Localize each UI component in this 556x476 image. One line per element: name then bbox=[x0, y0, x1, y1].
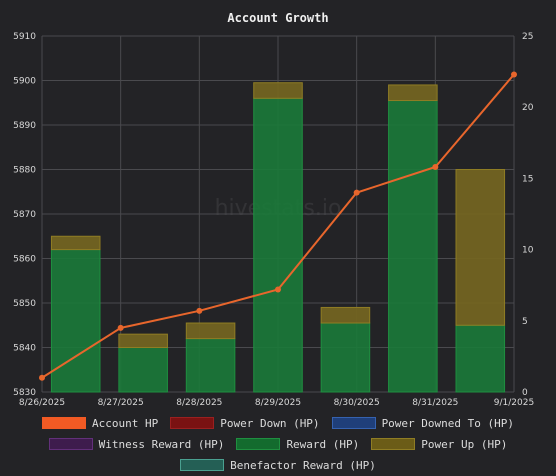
account-hp-point bbox=[353, 189, 360, 196]
legend-item[interactable]: Witness Reward (HP) bbox=[48, 437, 225, 451]
legend-swatch bbox=[236, 438, 281, 450]
account-hp-point bbox=[39, 374, 45, 381]
y-right-tick-label: 20 bbox=[522, 103, 534, 113]
account-hp-point bbox=[511, 71, 517, 78]
legend-label: Power Down (HP) bbox=[220, 416, 320, 430]
reward-bar bbox=[455, 324, 506, 393]
y-left-tick-label: 5850 bbox=[13, 299, 36, 309]
y-left-tick-label: 5910 bbox=[13, 32, 36, 42]
y-right-tick-label: 25 bbox=[522, 32, 533, 42]
y-left-tick-label: 5860 bbox=[13, 255, 36, 265]
x-tick-label: 8/30/2025 bbox=[334, 398, 380, 408]
reward-bar bbox=[185, 338, 236, 393]
legend-item[interactable]: Power Down (HP) bbox=[170, 416, 320, 430]
legend: Account HP Power Down (HP) Power Downed To… bbox=[0, 413, 556, 476]
reward-bar bbox=[320, 322, 371, 393]
account-growth-chart: Account Growthhivestats.io58305840585058… bbox=[13, 11, 534, 408]
legend-label: Power Downed To (HP) bbox=[381, 416, 515, 430]
x-tick-label: 8/31/2025 bbox=[412, 398, 458, 408]
x-tick-label: 9/1/2025 bbox=[494, 398, 534, 408]
y-right-tick-label: 5 bbox=[522, 317, 528, 327]
x-tick-label: 8/27/2025 bbox=[98, 398, 144, 408]
legend-item[interactable]: Account HP bbox=[41, 416, 159, 430]
y-left-tick-label: 5870 bbox=[13, 210, 36, 220]
legend-swatch bbox=[48, 438, 93, 450]
x-tick-label: 8/29/2025 bbox=[255, 398, 301, 408]
legend-item[interactable]: Benefactor Reward (HP) bbox=[180, 459, 376, 472]
power-up-bar bbox=[455, 169, 506, 326]
y-right-tick-label: 15 bbox=[522, 174, 533, 184]
account-hp-point bbox=[275, 286, 281, 293]
legend-swatch bbox=[331, 417, 376, 429]
power-up-bar bbox=[118, 333, 168, 348]
legend-label: Reward (HP) bbox=[286, 437, 360, 451]
account-hp-point bbox=[117, 324, 124, 331]
reward-bar bbox=[388, 100, 438, 393]
power-up-bar bbox=[50, 235, 101, 251]
account-hp-point bbox=[196, 307, 203, 314]
legend-swatch bbox=[180, 459, 225, 471]
reward-bar bbox=[118, 347, 168, 393]
legend-row: Witness Reward (HP) Reward (HP) Power Up (… bbox=[0, 434, 556, 454]
legend-item[interactable]: Power Up (HP) bbox=[371, 438, 507, 451]
power-up-bar bbox=[388, 84, 438, 102]
legend-label: Power Up (HP) bbox=[421, 437, 508, 451]
y-left-tick-label: 5900 bbox=[13, 77, 36, 87]
legend-item[interactable]: Power Downed To (HP) bbox=[331, 416, 515, 430]
legend-label: Account HP bbox=[91, 416, 159, 430]
x-tick-label: 8/26/2025 bbox=[19, 398, 65, 408]
chart-title: Account Growth bbox=[227, 11, 328, 25]
power-up-bar bbox=[185, 322, 236, 340]
legend-label: Witness Reward (HP) bbox=[98, 437, 225, 451]
x-tick-label: 8/28/2025 bbox=[176, 398, 222, 408]
power-up-bar bbox=[253, 82, 303, 99]
y-left-tick-label: 5830 bbox=[13, 388, 36, 398]
y-left-tick-label: 5880 bbox=[13, 166, 36, 176]
legend-swatch bbox=[170, 417, 215, 429]
legend-swatch bbox=[371, 438, 416, 450]
legend-swatch bbox=[41, 417, 86, 429]
y-right-tick-label: 0 bbox=[522, 388, 528, 398]
y-left-tick-label: 5890 bbox=[13, 121, 36, 131]
reward-bar bbox=[253, 97, 303, 393]
legend-label: Benefactor Reward (HP) bbox=[230, 458, 376, 472]
legend-row: Benefactor Reward (HP) bbox=[0, 455, 556, 475]
power-up-bar bbox=[320, 306, 371, 324]
legend-row: Account HP Power Down (HP) Power Downed To… bbox=[0, 413, 556, 433]
account-hp-point bbox=[432, 164, 439, 171]
y-left-tick-label: 5840 bbox=[13, 344, 36, 354]
y-right-tick-label: 10 bbox=[522, 246, 534, 256]
legend-item[interactable]: Reward (HP) bbox=[236, 438, 359, 451]
reward-bar bbox=[50, 249, 101, 393]
